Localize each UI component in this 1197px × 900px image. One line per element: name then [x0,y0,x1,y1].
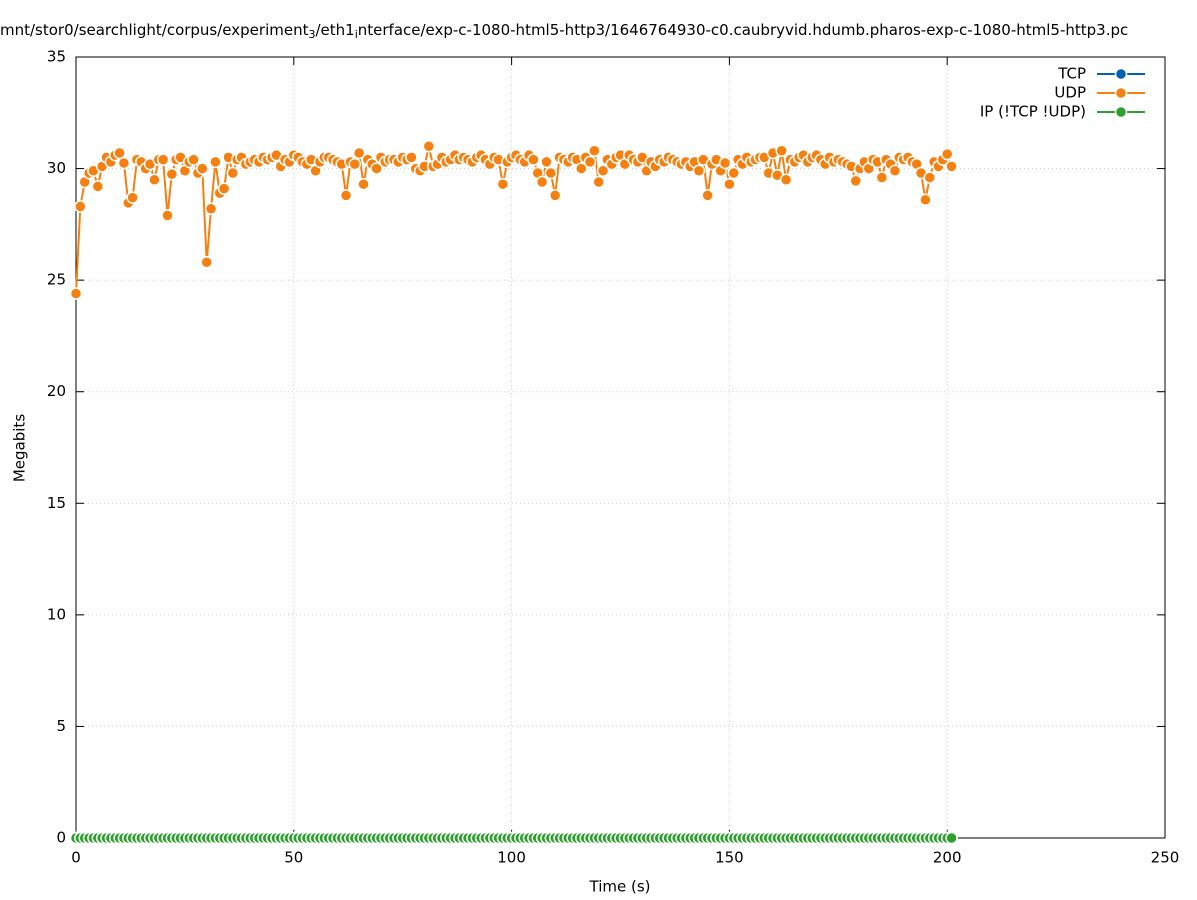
title-part: i [355,28,358,41]
data-point [692,164,706,178]
data-point [701,189,714,202]
data-point [575,162,588,175]
data-point [723,177,736,191]
data-point [156,153,170,166]
data-point [775,144,788,157]
title-part: 3 [308,28,315,41]
data-point [548,189,562,202]
y-tick-label: 30 [47,159,66,177]
data-point [196,162,209,175]
data-point [919,193,932,207]
data-point [779,173,793,186]
y-tick-label: 0 [56,829,66,847]
data-point [535,175,549,189]
y-tick-label: 15 [47,494,66,512]
data-point [148,173,161,186]
data-point [352,146,366,160]
x-tick-label: 150 [715,849,744,867]
data-point [875,171,889,184]
x-tick-label: 250 [1151,849,1180,867]
legend-label: UDP [1054,84,1086,102]
legend-swatch [1114,105,1128,119]
data-point [200,256,213,269]
title-part: mnt/stor0/searchlight/corpus/experiment [0,21,309,39]
data-point [113,146,126,160]
data-point [357,177,370,191]
data-point [370,162,383,175]
data-point [226,166,240,180]
data-point [348,157,362,171]
data-point [187,153,200,166]
data-point [204,202,218,215]
y-tick-label: 5 [56,717,66,735]
data-point [596,164,610,178]
legend-label: IP (!TCP !UDP) [980,103,1086,121]
data-point [209,155,222,169]
y-tick-label: 20 [47,382,66,400]
data-point [165,167,179,181]
legend-swatch [1114,86,1128,100]
data-point [527,153,540,166]
title-part: /eth1 [315,21,354,39]
x-axis-label: Time (s) [589,878,651,896]
data-point [126,191,139,204]
data-point [161,209,174,222]
data-point [583,155,597,169]
data-point [923,171,937,184]
data-point [945,831,958,845]
legend-label: TCP [1057,65,1086,83]
data-point [69,287,83,300]
data-point [217,182,231,195]
x-tick-label: 100 [497,849,526,867]
data-point [405,151,418,164]
x-tick-label: 200 [933,849,962,867]
data-point [91,180,105,193]
data-point [945,160,958,173]
y-tick-label: 35 [47,48,66,66]
y-tick-label: 10 [47,605,66,623]
data-point [422,140,436,153]
plot-border [75,56,1166,839]
data-point [888,164,902,178]
data-point [727,166,741,180]
x-tick-label: 0 [71,849,81,867]
x-tick-label: 50 [284,849,303,867]
data-point [592,175,605,189]
data-point [718,156,732,170]
data-point [496,177,510,191]
y-tick-label: 25 [47,271,66,289]
y-axis-label: Megabits [11,414,29,482]
title-part: nterface/exp-c-1080-html5-http3/16467649… [358,21,1129,39]
data-point [74,200,87,213]
data-point [339,189,353,202]
legend-swatch [1114,67,1128,81]
chart-title: mnt/stor0/searchlight/corpus/experiment3… [0,21,1128,42]
data-point [940,147,954,161]
data-point [544,166,558,180]
data-point [540,155,553,169]
data-point [117,156,131,170]
data-point [849,174,862,188]
data-point [588,144,601,157]
